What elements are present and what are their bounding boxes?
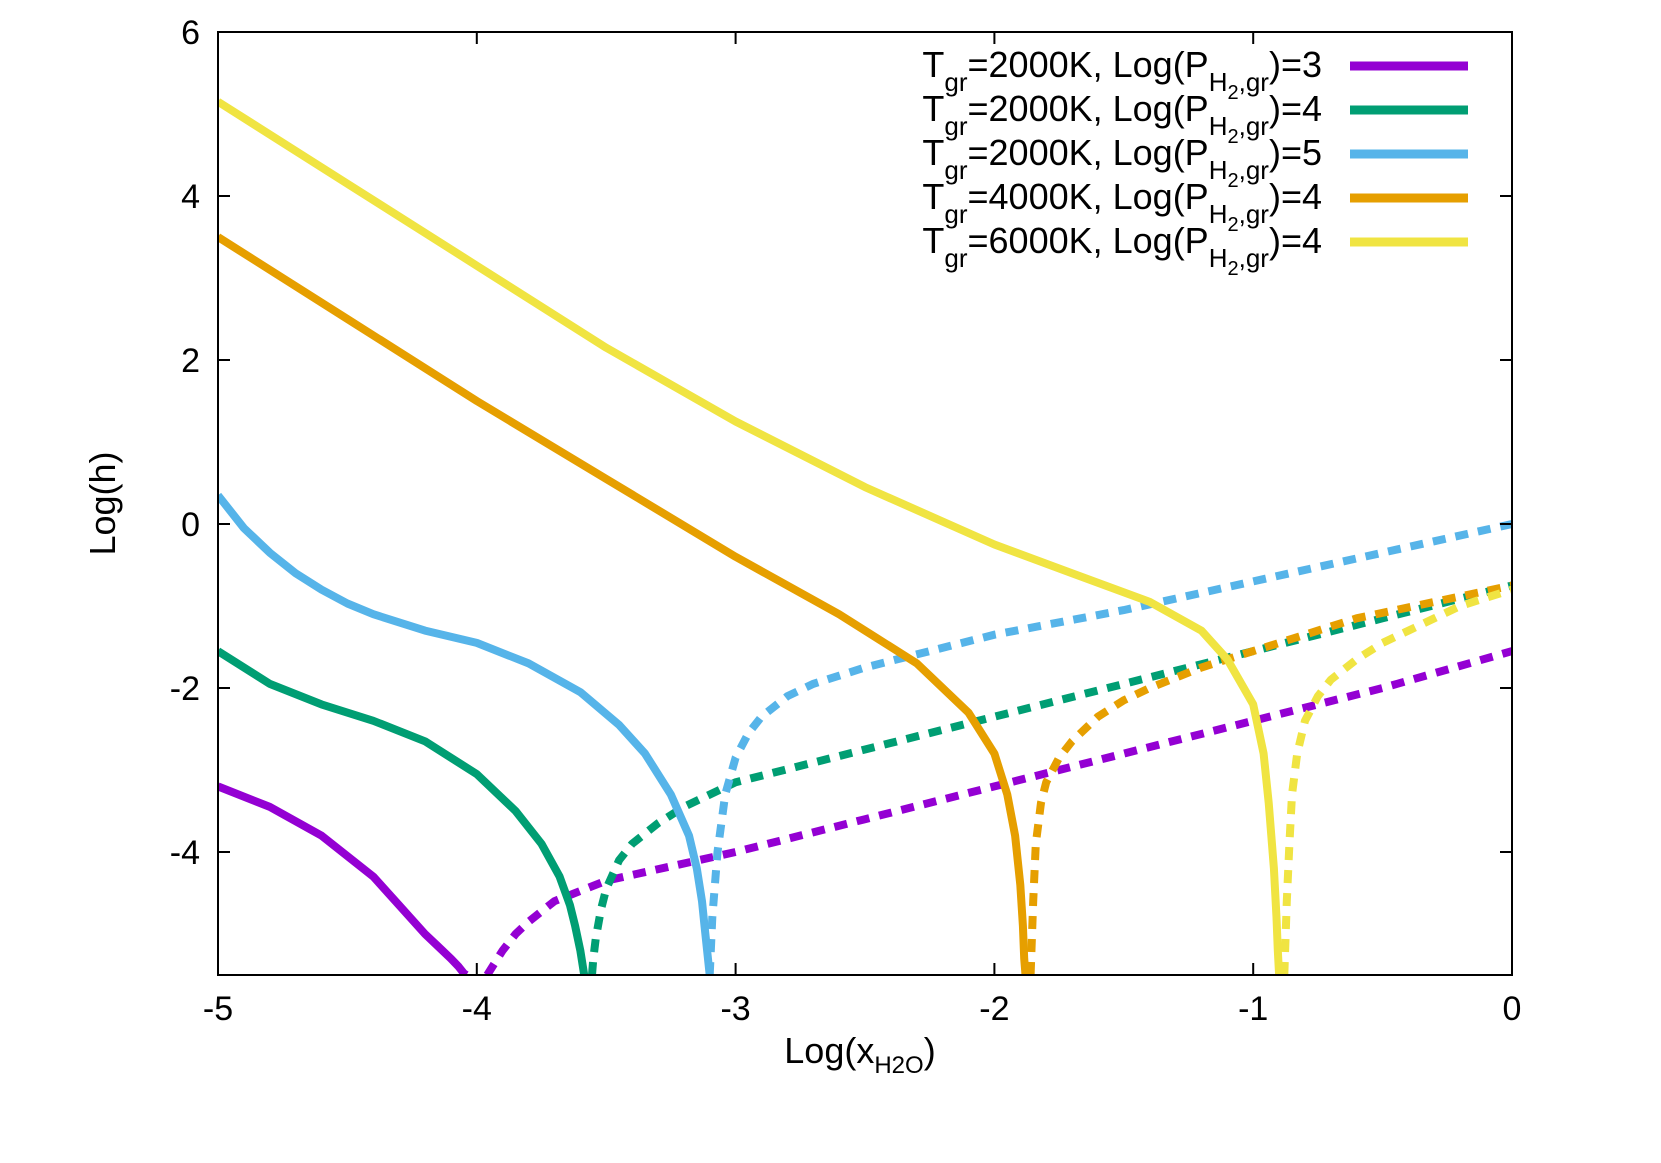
series-1-solid-line — [218, 782, 469, 975]
x-tick-label: 0 — [1503, 990, 1522, 1028]
legend-entry-4: Tgr=4000K, Log(PH2,gr)=4 — [922, 176, 1468, 236]
series-4-dashed-line — [1026, 581, 1512, 975]
y-tick-label: -2 — [170, 670, 200, 708]
legend-label: Tgr=2000K, Log(PH2,gr)=5 — [922, 132, 1322, 192]
plot-lines — [218, 98, 1512, 975]
legend-label: Tgr=6000K, Log(PH2,gr)=4 — [922, 220, 1322, 280]
y-axis-label: Log(h) — [82, 451, 123, 555]
series-5-dashed-line — [1280, 585, 1512, 975]
y-tick-label: 6 — [181, 14, 200, 52]
legend-entry-5: Tgr=6000K, Log(PH2,gr)=4 — [922, 220, 1468, 280]
x-tick-label: -5 — [203, 990, 233, 1028]
x-tick-label: -2 — [979, 990, 1009, 1028]
legend-label: Tgr=2000K, Log(PH2,gr)=4 — [922, 88, 1322, 148]
axis-ticks: -5 -4 -3 -2 -1 0 -4 -2 0 2 4 6 — [170, 14, 1522, 1028]
series-1-dashed-line — [483, 647, 1512, 975]
x-tick-label: -4 — [462, 990, 492, 1028]
legend-entry-1: Tgr=2000K, Log(PH2,gr)=3 — [922, 44, 1468, 104]
y-tick-label: -4 — [170, 834, 200, 872]
series-2-solid-line — [218, 647, 589, 975]
x-tick-label: -3 — [720, 990, 750, 1028]
legend-label: Tgr=2000K, Log(PH2,gr)=3 — [922, 44, 1322, 104]
x-axis-label-subscript: H2O — [874, 1052, 923, 1079]
legend-label: Tgr=4000K, Log(PH2,gr)=4 — [922, 176, 1322, 236]
series-3-dashed-line — [705, 520, 1512, 975]
series-5-solid-line — [218, 98, 1284, 975]
legend-entry-2: Tgr=2000K, Log(PH2,gr)=4 — [922, 88, 1468, 148]
x-axis-label: Log(xH2O) — [784, 1030, 935, 1079]
plot-frame — [217, 31, 1513, 976]
x-axis-label-close: ) — [924, 1030, 936, 1071]
y-tick-label: 2 — [181, 342, 200, 380]
series-4-solid-line — [218, 233, 1030, 975]
series-2-dashed-line — [588, 581, 1512, 975]
y-tick-label: 4 — [181, 178, 200, 216]
series-3-solid-line — [218, 492, 714, 975]
x-tick-label: -1 — [1238, 990, 1268, 1028]
x-axis-label-main: Log(x — [784, 1030, 874, 1071]
legend-entry-3: Tgr=2000K, Log(PH2,gr)=5 — [922, 132, 1468, 192]
y-tick-label: 0 — [181, 506, 200, 544]
